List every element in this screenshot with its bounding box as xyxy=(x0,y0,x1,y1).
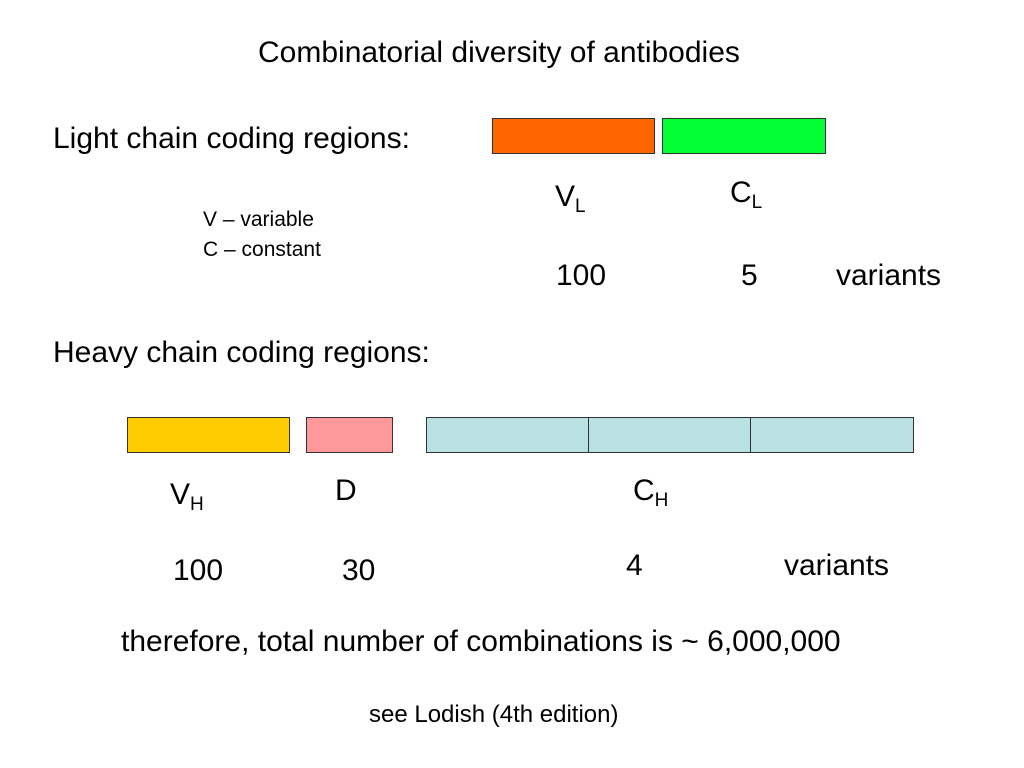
light-chain-c-count: 5 xyxy=(741,259,758,292)
heavy-chain-c-label: CH xyxy=(633,474,668,511)
heavy-chain-d-count: 30 xyxy=(342,554,376,587)
heavy-chain-c-segment-2 xyxy=(588,417,751,453)
heavy-chain-d-label-main: D xyxy=(335,474,357,507)
abbreviation-legend: V – variable C – constant xyxy=(203,205,321,265)
heavy-chain-v-label: VH xyxy=(170,478,204,515)
heavy-chain-d-segment xyxy=(306,417,393,453)
heavy-chain-c-label-sub: H xyxy=(654,490,669,511)
total-combinations-statement: therefore, total number of combinations … xyxy=(121,625,841,658)
heavy-chain-d-label: D xyxy=(335,476,357,506)
light-chain-heading: Light chain coding regions: xyxy=(53,122,410,155)
legend-variable: V – variable xyxy=(203,208,314,231)
heavy-chain-c-label-main: C xyxy=(633,474,655,507)
heavy-chain-v-segment xyxy=(127,417,290,453)
light-chain-c-label: CL xyxy=(730,176,762,213)
heavy-chain-v-count: 100 xyxy=(173,554,224,587)
slide-title: Combinatorial diversity of antibodies xyxy=(258,36,740,69)
heavy-chain-v-label-sub: H xyxy=(190,494,204,515)
reference-footnote: see Lodish (4th edition) xyxy=(369,701,619,728)
heavy-chain-c-segment-1 xyxy=(426,417,589,453)
heavy-chain-v-label-main: V xyxy=(170,478,191,511)
heavy-chain-c-segment-3 xyxy=(750,417,914,453)
light-chain-c-label-sub: L xyxy=(751,192,763,213)
light-chain-v-label-sub: L xyxy=(575,196,586,217)
heavy-chain-c-count: 4 xyxy=(626,549,643,582)
light-chain-v-count: 100 xyxy=(556,259,607,292)
light-chain-v-label-main: V xyxy=(555,180,576,213)
light-chain-v-label: VL xyxy=(555,180,586,217)
light-chain-v-segment xyxy=(492,118,655,154)
light-chain-c-segment xyxy=(662,118,826,154)
legend-constant: C – constant xyxy=(203,238,321,261)
light-chain-c-label-main: C xyxy=(730,176,752,209)
heavy-chain-heading: Heavy chain coding regions: xyxy=(53,336,430,369)
heavy-chain-variants-label: variants xyxy=(784,549,890,582)
light-chain-variants-label: variants xyxy=(836,259,942,292)
